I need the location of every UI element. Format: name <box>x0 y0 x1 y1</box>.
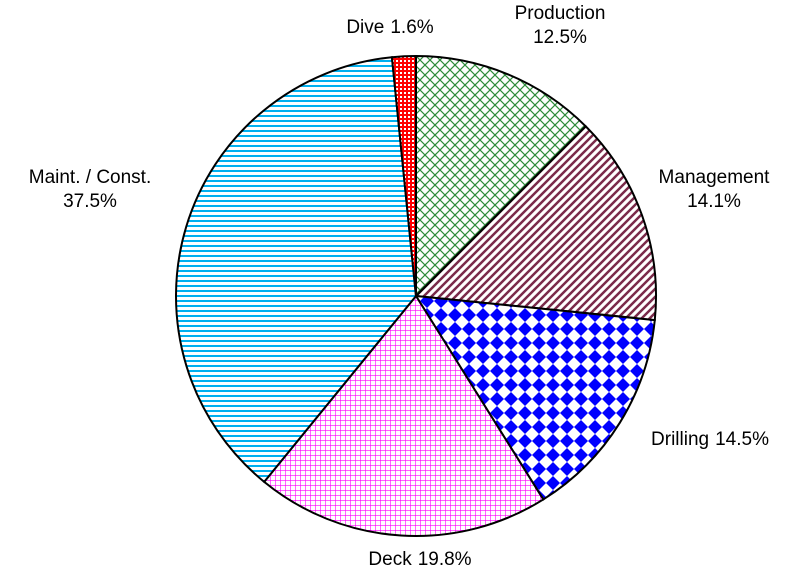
category-label: Maint. / Const. <box>29 167 152 188</box>
category-label: Production <box>515 3 606 24</box>
value-label: 37.5% <box>63 191 117 212</box>
value-label: 14.5% <box>715 429 769 450</box>
pie-slice <box>390 54 417 297</box>
slice-label: Drilling 14.5% <box>651 429 769 450</box>
slice-label: Production 12.5% <box>515 3 606 48</box>
pie-slice <box>175 56 418 484</box>
value-label: 1.6% <box>390 17 433 38</box>
slice-label: Management 14.1% <box>659 167 771 212</box>
pie-slice <box>415 54 588 299</box>
category-label: Management <box>659 167 771 188</box>
slice-label: Deck 19.8% <box>368 549 471 570</box>
value-label: 14.1% <box>687 191 741 212</box>
pie-slice <box>413 124 657 322</box>
pie-slice <box>414 294 656 501</box>
pie-slice <box>262 294 545 537</box>
slice-label: Dive 1.6% <box>346 17 433 38</box>
value-label: 12.5% <box>533 27 587 48</box>
category-label: Deck <box>368 549 412 570</box>
category-label: Dive <box>346 17 384 38</box>
category-label: Drilling <box>651 429 709 450</box>
slice-label: Maint. / Const. 37.5% <box>29 167 152 212</box>
value-label: 19.8% <box>418 549 472 570</box>
